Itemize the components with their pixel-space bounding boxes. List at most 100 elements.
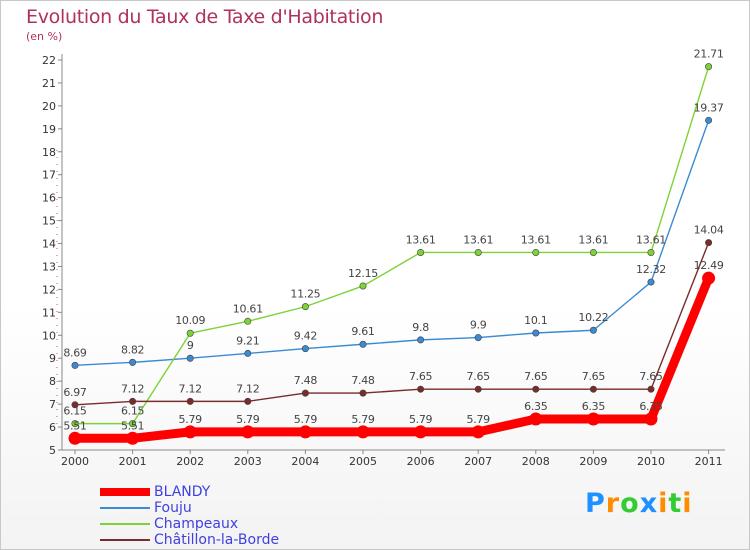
legend-swatch — [100, 488, 150, 496]
data-label: 9.42 — [294, 330, 317, 343]
data-point — [71, 401, 79, 409]
y-tick-label: 11 — [42, 306, 56, 319]
data-point — [186, 329, 194, 337]
legend: BLANDY Fouju Champeaux Châtillon-la-Borde — [100, 484, 279, 548]
y-tick-label: 19 — [42, 123, 56, 136]
data-point — [474, 248, 482, 256]
y-tick-label: 8 — [49, 375, 56, 388]
data-point — [417, 385, 425, 393]
data-label: 9.61 — [351, 325, 374, 338]
y-tick-label: 12 — [42, 283, 56, 296]
data-point — [129, 397, 137, 405]
proxiti-logo: Proxiti — [585, 488, 693, 519]
data-point — [186, 354, 194, 362]
legend-swatch — [100, 507, 150, 509]
legend-swatch — [100, 539, 150, 541]
data-point — [532, 248, 540, 256]
data-label: 12.32 — [636, 263, 666, 276]
data-point — [644, 412, 658, 426]
data-point — [589, 385, 597, 393]
x-tick-label: 2001 — [119, 455, 147, 468]
data-label: 10.09 — [175, 314, 205, 327]
x-tick-label: 2010 — [637, 455, 665, 468]
data-label: 13.61 — [578, 233, 608, 246]
logo-letter: i — [658, 488, 669, 519]
series-line-blandy — [70, 273, 714, 443]
data-point — [71, 420, 79, 428]
data-label: 11.25 — [290, 288, 320, 301]
data-point — [532, 385, 540, 393]
data-label: 7.48 — [294, 374, 318, 387]
data-label: 5.79 — [179, 413, 203, 426]
legend-item: Champeaux — [100, 516, 279, 532]
data-label: 12.15 — [348, 267, 378, 280]
data-label: 10.22 — [578, 311, 608, 324]
y-tick-label: 10 — [42, 329, 56, 342]
y-tick-label: 9 — [49, 352, 56, 365]
logo-letter: P — [585, 488, 606, 519]
data-point — [129, 358, 137, 366]
data-point — [356, 425, 370, 439]
data-label: 12.49 — [694, 259, 724, 272]
x-tick-label: 2002 — [176, 455, 204, 468]
data-point — [417, 336, 425, 344]
data-label: 10.1 — [524, 314, 547, 327]
data-label: 6.35 — [524, 400, 548, 413]
data-label: 5.51 — [121, 419, 144, 432]
data-label: 21.71 — [694, 48, 724, 61]
logo-letter: o — [620, 488, 640, 519]
series-line-champeaux — [74, 65, 710, 425]
data-point — [705, 239, 713, 247]
data-label: 13.61 — [463, 233, 493, 246]
legend-label: Châtillon-la-Borde — [154, 532, 280, 548]
data-point — [647, 385, 655, 393]
series-line-ch-tillon-la-borde — [74, 241, 710, 406]
data-label: 9 — [187, 339, 194, 352]
y-tick-label: 5 — [49, 444, 56, 457]
y-tick-label: 21 — [42, 77, 56, 90]
data-point — [474, 385, 482, 393]
series-line-fouju — [74, 119, 710, 367]
data-point — [414, 425, 428, 439]
legend-label: Champeaux — [154, 516, 239, 532]
data-point — [301, 303, 309, 311]
y-tick-label: 18 — [42, 146, 56, 159]
data-point — [129, 420, 137, 428]
data-point — [647, 278, 655, 286]
data-point — [647, 248, 655, 256]
data-point — [359, 389, 367, 397]
data-label: 5.51 — [63, 419, 86, 432]
data-label: 6.97 — [63, 386, 87, 399]
data-point — [705, 116, 713, 124]
data-label: 7.65 — [582, 370, 606, 383]
y-tick-label: 6 — [49, 421, 56, 434]
data-label: 6.35 — [582, 400, 606, 413]
data-point — [301, 345, 309, 353]
logo-letter: x — [639, 488, 659, 519]
data-label: 7.12 — [236, 382, 259, 395]
data-point — [186, 397, 194, 405]
y-tick-label: 14 — [42, 238, 56, 251]
x-tick-label: 2006 — [407, 455, 435, 468]
data-point — [471, 425, 485, 439]
data-label: 6.15 — [121, 405, 145, 418]
data-point — [244, 349, 252, 357]
legend-item: BLANDY — [100, 484, 279, 500]
data-label: 5.79 — [294, 413, 318, 426]
x-tick-label: 2011 — [695, 455, 723, 468]
legend-item: Châtillon-la-Borde — [100, 532, 279, 548]
x-tick-label: 2004 — [291, 455, 319, 468]
logo-letter: r — [605, 488, 621, 519]
x-tick-label: 2005 — [349, 455, 377, 468]
data-label: 5.79 — [409, 413, 433, 426]
data-label: 8.82 — [121, 343, 144, 356]
data-point — [586, 412, 600, 426]
data-label: 8.69 — [63, 346, 87, 359]
data-label: 5.79 — [351, 413, 375, 426]
data-label: 7.12 — [179, 382, 202, 395]
data-point — [301, 389, 309, 397]
logo-letter: t — [668, 488, 683, 519]
data-point — [529, 412, 543, 426]
logo-letter: i — [682, 488, 693, 519]
